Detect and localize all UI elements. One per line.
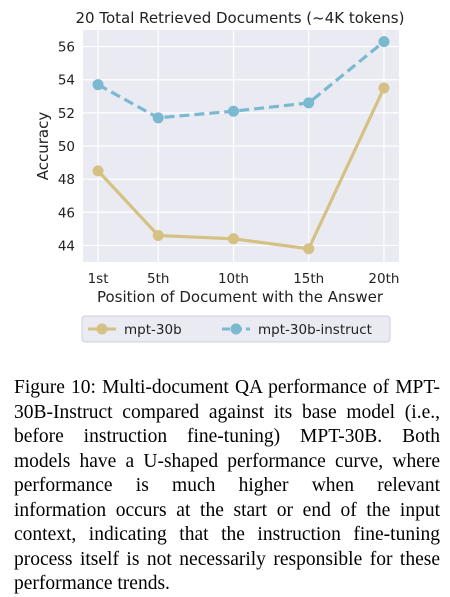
y-tick-label: 56 [58,40,75,56]
legend-label-mpt-30b-instruct: mpt-30b-instruct [258,322,372,338]
x-tick-label: 20th [368,271,399,287]
y-tick-label: 46 [58,205,75,221]
x-tick-label: 1st [88,271,109,287]
x-axis-label: Position of Document with the Answer [97,288,384,306]
data-point-mpt-30b [92,165,104,177]
y-tick-label: 52 [58,106,75,122]
y-tick-label: 50 [58,139,75,155]
data-point-mpt-30b-instruct [303,97,315,109]
series-layer [92,36,390,255]
y-tick-labels: 44 46 48 50 52 54 56 [58,40,75,255]
y-tick-label: 54 [58,73,75,89]
legend: mpt-30b mpt-30b-instruct [81,315,391,343]
grid-lines [83,30,399,262]
legend-label-mpt-30b: mpt-30b [124,322,182,338]
x-tick-labels: 1st 5th 10th 15th 20th [88,271,400,287]
data-point-mpt-30b [152,229,164,241]
data-point-mpt-30b-instruct [227,105,239,117]
data-point-mpt-30b-instruct [378,36,390,48]
legend-marker-mpt-30b [96,323,108,335]
data-point-mpt-30b-instruct [92,79,104,91]
data-point-mpt-30b-instruct [152,112,164,124]
legend-marker-mpt-30b-instruct [230,323,242,335]
y-tick-label: 48 [58,172,75,188]
accuracy-line-chart: 20 Total Retrieved Documents (~4K tokens… [34,9,405,343]
figure-caption: Figure 10: Multi-document QA performance… [14,377,440,594]
data-point-mpt-30b [378,82,390,94]
x-tick-label: 5th [147,271,169,287]
chart-title: 20 Total Retrieved Documents (~4K tokens… [76,9,405,27]
y-tick-label: 44 [58,238,75,254]
x-tick-label: 15th [293,271,324,287]
data-point-mpt-30b [303,243,315,255]
data-point-mpt-30b [227,233,239,245]
y-axis-label: Accuracy [34,112,52,181]
x-tick-label: 10th [218,271,249,287]
